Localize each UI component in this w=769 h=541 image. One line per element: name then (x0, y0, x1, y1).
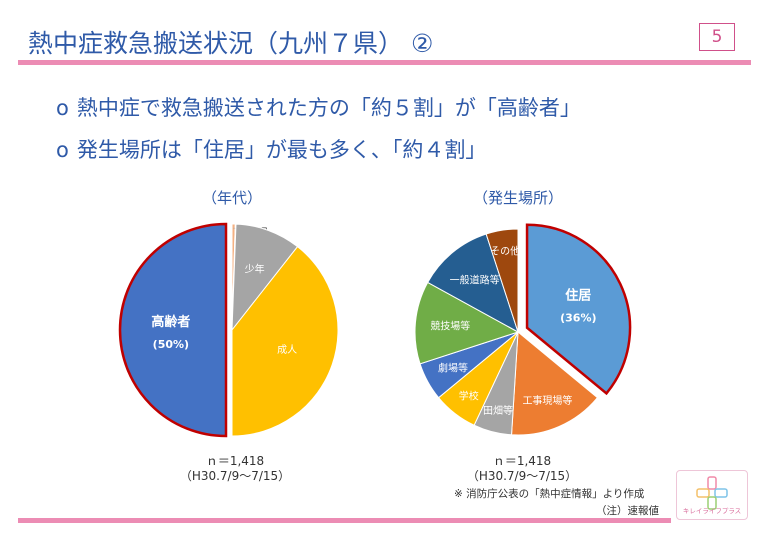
place-chart-period: （H30.7/9～7/15） (466, 469, 578, 483)
place-slice-7 (427, 233, 519, 334)
place-slice-value-1: (36%) (560, 312, 596, 325)
place-slice-6 (414, 281, 520, 365)
age-slice-label-1: 高齢者 (151, 314, 190, 330)
source-note: ※ 消防庁公表の「熱中症情報」より作成 (454, 488, 645, 500)
age-slice-1 (118, 222, 228, 438)
place-slice-label-1: 住居 (565, 288, 591, 304)
preliminary-note: （注）速報値 (596, 505, 659, 517)
header-divider (18, 60, 751, 65)
age-chart-sample-size: ｎ＝1,418 (205, 454, 265, 468)
bullet-text: 発生場所は「住居」が最も多く、「約４割」 (76, 138, 487, 162)
bullet-text: 熱中症で救急搬送された方の「約５割」が「高齢者」 (76, 96, 581, 120)
page-number: 5 (699, 23, 735, 51)
logo-text: キレイライフプラス (682, 507, 742, 515)
place-slice-label-3: 田畑等 (483, 404, 513, 417)
place-slice-1 (525, 223, 632, 396)
place-chart-sample-size: ｎ＝1,418 (492, 454, 552, 468)
age-slice-5 (231, 245, 339, 437)
brand-logo: キレイライフプラス (676, 470, 748, 520)
age-slice-value-1: (50%) (153, 338, 189, 351)
age-slice-label-4: 少年 (245, 262, 265, 275)
place-chart-title: （発生場所） (473, 189, 563, 207)
footer-divider (18, 518, 671, 523)
cross-logo-icon (696, 476, 728, 510)
bullet-mark: o (56, 96, 69, 120)
age-chart-period: （H30.7/9～7/15） (179, 469, 291, 483)
page-title: 熱中症救急搬送状況（九州７県） ② (28, 29, 434, 58)
place-slice-label-7: 一般道路等 (450, 274, 500, 287)
bullet-mark: o (56, 138, 69, 162)
place-slice-8 (485, 228, 519, 333)
age-chart-title: （年代） (202, 189, 262, 207)
place-slice-label-8: その他 (490, 245, 520, 258)
place-slice-label-5: 劇場等 (438, 362, 468, 375)
bullet-item: o 熱中症で救急搬送された方の「約５割」が「高齢者」 (56, 92, 581, 122)
place-slice-label-2: 工事現場等 (522, 394, 572, 407)
place-slice-2 (511, 330, 599, 436)
age-slice-label-5: 成人 (277, 344, 297, 356)
place-slice-label-6: 競技場等 (430, 320, 470, 333)
place-slice-label-4: 学校 (459, 389, 479, 402)
bullet-list: o 熱中症で救急搬送された方の「約５割」が「高齢者」 o 発生場所は「住居」が最も多… (56, 92, 581, 176)
bullet-item: o 発生場所は「住居」が最も多く、「約４割」 (56, 134, 581, 164)
